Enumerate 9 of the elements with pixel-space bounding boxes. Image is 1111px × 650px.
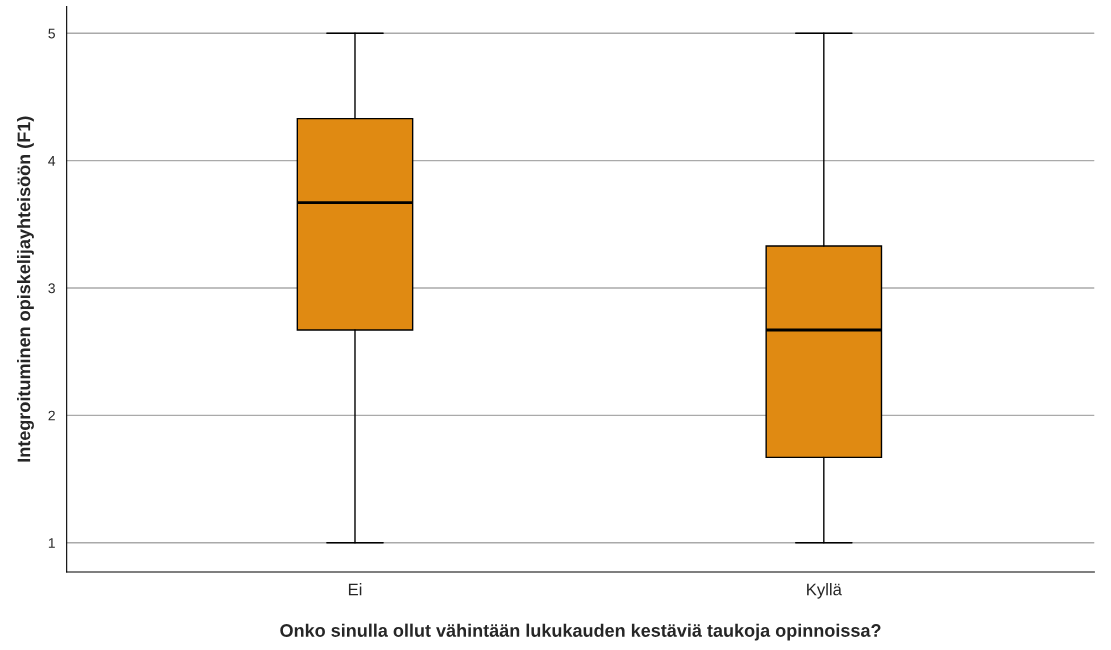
y-axis-title: Integroituminen opiskelijayhteisöön (F1)	[17, 116, 34, 462]
x-tick-label: Kyllä	[807, 583, 842, 599]
y-tick-label: 5	[48, 28, 55, 39]
y-tick-label: 3	[48, 283, 55, 294]
x-axis-title: Onko sinulla ollut vähintään lukukauden kestäviä taukoja opinnoissa?	[280, 623, 881, 641]
y-tick-label: 1	[48, 538, 55, 548]
x-tick-label: Ei	[348, 583, 362, 596]
y-tick-label: 2	[48, 410, 55, 421]
y-tick-label: 4	[48, 156, 56, 166]
